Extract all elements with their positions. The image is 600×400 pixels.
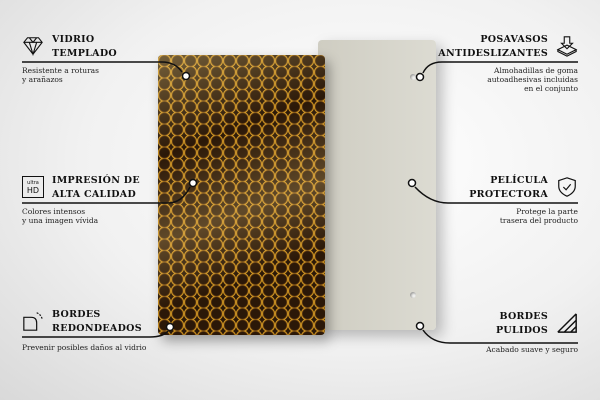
feature-desc: Resistente a roturas (22, 66, 100, 75)
shield-check-icon (558, 177, 576, 197)
feature-hd-print: ultra HD IMPRESIÓN DE ALTA CALIDAD Color… (22, 174, 140, 225)
feature-tempered-glass: VIDRIO TEMPLADO Resistente a roturas y a… (22, 33, 117, 84)
feature-title: BORDES (499, 311, 548, 322)
feature-title: IMPRESIÓN DE (52, 175, 140, 186)
rounded-corner-icon (23, 312, 43, 331)
feature-title: PROTECTORA (469, 189, 548, 200)
feature-title: PELÍCULA (490, 175, 548, 186)
feature-protective-film: PELÍCULA PROTECTORA Protege la parte tra… (469, 174, 578, 225)
feature-title: VIDRIO (52, 34, 95, 45)
feature-desc: Acabado suave y seguro (486, 345, 578, 354)
feature-desc: Protege la parte (516, 207, 578, 216)
feature-title: PULIDOS (495, 325, 548, 336)
feature-desc: Colores intensos (22, 207, 86, 216)
mount-hole (410, 292, 416, 298)
ultra-hd-icon: ultra HD (22, 176, 44, 198)
diamond-icon (23, 37, 43, 57)
polished-edge-icon (557, 313, 577, 333)
feature-title: TEMPLADO (52, 48, 117, 59)
feature-desc: en el conjunto (524, 84, 578, 93)
feature-desc: trasera del producto (499, 216, 578, 225)
feature-polished-edges: BORDES PULIDOS Acabado suave y seguro (486, 310, 578, 354)
feature-desc: y una imagen vívida (22, 216, 99, 225)
honeycomb-glass-coaster (158, 55, 325, 335)
layers-arrow-down-icon (556, 36, 578, 57)
feature-title: REDONDEADOS (52, 323, 142, 334)
feature-title: ANTIDESLIZANTES (438, 48, 548, 59)
feature-desc: Almohadillas de goma (494, 66, 578, 75)
coaster-back-panel (318, 40, 436, 330)
feature-desc: autoadhesivas incluidas (487, 75, 578, 84)
mount-hole (410, 74, 416, 80)
feature-rounded-edges: BORDES REDONDEADOS Prevenir posibles dañ… (22, 308, 146, 352)
feature-desc: y arañazos (22, 75, 63, 84)
feature-title: POSAVASOS (480, 34, 548, 45)
feature-title: BORDES (52, 309, 101, 320)
feature-non-slip: POSAVASOS ANTIDESLIZANTES Almohadillas d… (438, 33, 578, 93)
feature-title: ALTA CALIDAD (52, 189, 137, 200)
feature-desc: Prevenir posibles daños al vidrio (22, 343, 147, 352)
